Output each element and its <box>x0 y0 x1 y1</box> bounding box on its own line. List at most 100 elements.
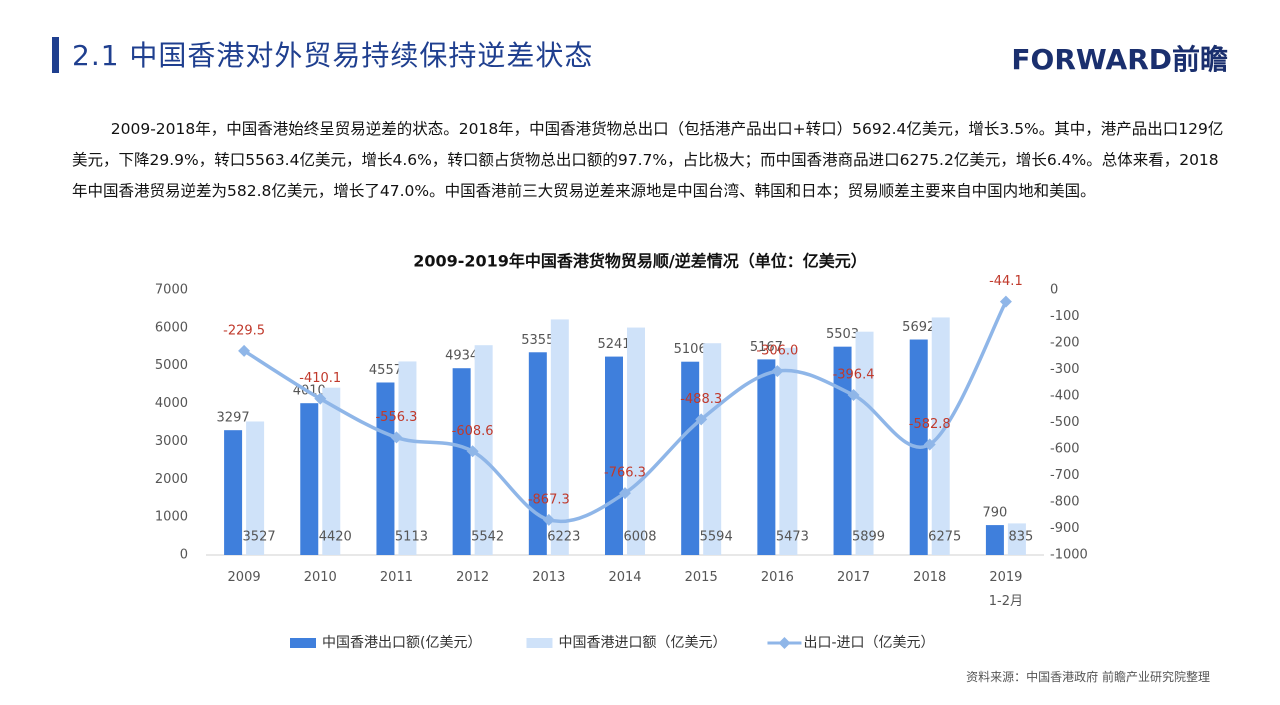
data-label: -766.3 <box>604 466 646 481</box>
y2-tick-label: -600 <box>1050 442 1080 457</box>
x-tick-label: 2010 <box>303 570 337 585</box>
y2-tick-label: -300 <box>1050 362 1080 377</box>
bar <box>398 361 417 555</box>
bar <box>376 382 395 555</box>
y2-tick-label: -100 <box>1050 309 1080 324</box>
data-label: -229.5 <box>223 323 265 338</box>
bar <box>681 361 700 555</box>
legend-label: 中国香港出口额(亿美元） <box>322 635 481 651</box>
bar <box>322 387 341 555</box>
data-label: 6275 <box>928 530 961 545</box>
legend-swatch <box>290 638 316 648</box>
line-marker <box>619 487 631 500</box>
y-tick-label: 5000 <box>155 358 188 373</box>
x-tick-label: 2019 1-2月 <box>988 570 1024 609</box>
header-bar <box>52 37 59 73</box>
data-label: -306.0 <box>756 344 798 359</box>
x-tick-label: 2016 <box>760 570 794 585</box>
data-label: -867.3 <box>528 492 570 507</box>
x-tick-label: 2013 <box>532 570 566 585</box>
data-label: 3527 <box>243 530 276 545</box>
legend-label: 出口-进口（亿美元） <box>803 635 934 651</box>
data-label: 4557 <box>369 363 402 378</box>
legend-swatch <box>526 638 553 648</box>
x-tick-label: 2018 <box>913 570 947 585</box>
data-label: -582.8 <box>909 417 951 432</box>
bar <box>605 356 623 555</box>
legend-label: 中国香港进口额（亿美元） <box>558 635 726 651</box>
bar <box>627 327 645 555</box>
x-tick-label: 2014 <box>608 570 642 585</box>
line-marker <box>847 389 860 402</box>
bar <box>855 331 874 555</box>
data-label: 3297 <box>217 411 250 426</box>
y2-tick-label: -500 <box>1050 415 1080 430</box>
line <box>243 300 1008 524</box>
y-tick-label: 0 <box>180 548 188 563</box>
y2-tick-label: 0 <box>1050 283 1058 298</box>
bar <box>779 347 798 555</box>
line-marker <box>390 431 403 444</box>
data-label: 6223 <box>547 530 580 545</box>
x-tick-label: 2015 <box>684 570 718 585</box>
legend-swatch <box>778 637 791 649</box>
data-label: 835 <box>1008 530 1033 545</box>
bar <box>300 403 319 555</box>
y-tick-label: 7000 <box>155 283 188 298</box>
bar <box>528 352 547 555</box>
source: 资料来源：中国香港政府 前瞻产业研究院整理 <box>966 670 1210 684</box>
data-label: -396.4 <box>833 368 875 383</box>
data-label: -488.3 <box>680 392 722 407</box>
line-marker <box>695 413 708 426</box>
y-tick-label: 4000 <box>155 396 188 411</box>
data-label: -556.3 <box>375 410 417 425</box>
data-label: 6008 <box>623 530 656 545</box>
y2-tick-label: -1000 <box>1050 548 1088 563</box>
data-label: 5473 <box>776 530 809 545</box>
data-label: 4420 <box>319 530 352 545</box>
data-label: -410.1 <box>299 371 341 386</box>
y-tick-label: 1000 <box>155 510 188 525</box>
bar <box>452 368 471 555</box>
data-label: 790 <box>982 506 1007 521</box>
data-label: -608.6 <box>452 424 494 439</box>
y2-tick-label: -400 <box>1050 389 1080 404</box>
data-label: 5542 <box>471 530 504 545</box>
data-label: -44.1 <box>989 274 1023 289</box>
bar <box>224 430 243 555</box>
data-label: 5899 <box>852 530 885 545</box>
y-tick-label: 3000 <box>155 434 188 449</box>
chart-title: 2009-2019年中国香港货物贸易顺/逆差情况（单位：亿美元） <box>413 252 867 271</box>
bar <box>833 346 852 555</box>
data-label: 5113 <box>395 530 428 545</box>
x-tick-label: 2017 <box>836 570 871 585</box>
logo: FORWARD前瞻 <box>1011 43 1228 76</box>
bar <box>757 359 776 555</box>
bar <box>246 421 265 555</box>
line-marker <box>771 365 784 378</box>
bar <box>703 343 722 555</box>
x-tick-label: 2009 <box>227 570 261 585</box>
bar <box>474 345 493 555</box>
data-label: 5167 <box>750 340 783 355</box>
y2-tick-label: -900 <box>1050 521 1080 536</box>
data-label: 5503 <box>826 327 859 342</box>
x-tick-label: 2011 <box>379 570 413 585</box>
bar <box>985 525 1004 555</box>
y-tick-label: 2000 <box>155 472 188 487</box>
bar <box>550 319 569 555</box>
line-marker <box>923 438 936 451</box>
y2-tick-label: -700 <box>1050 468 1080 483</box>
data-label: 4934 <box>445 349 478 364</box>
x-tick-label: 2012 <box>456 570 490 585</box>
paragraph: 2009-2018年，中国香港始终呈贸易逆差的状态。2018年，中国香港货物总出… <box>72 120 1224 200</box>
data-label: 5241 <box>597 337 630 352</box>
bar <box>1007 523 1026 555</box>
data-label: 5355 <box>521 333 554 348</box>
y2-tick-label: -200 <box>1050 336 1080 351</box>
line-marker <box>314 392 327 405</box>
header-title: 2.1 中国香港对外贸易持续保持逆差状态 <box>72 39 594 72</box>
line-marker <box>238 344 251 357</box>
